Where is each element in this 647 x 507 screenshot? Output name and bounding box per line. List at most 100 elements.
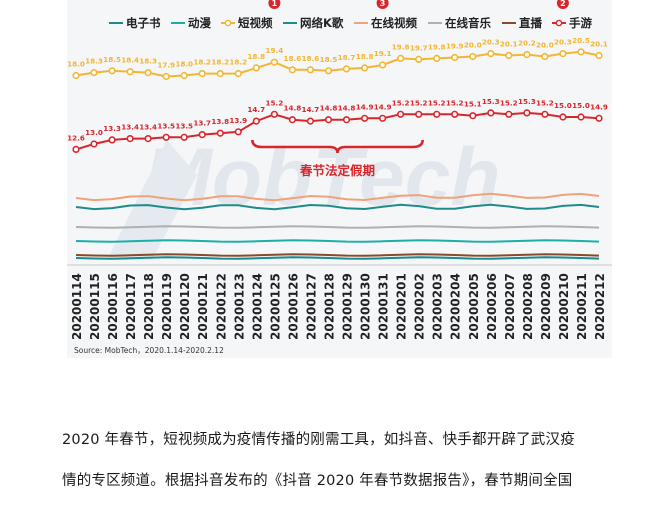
x-tick-label: 20200121	[196, 273, 210, 340]
data-label: 13.9	[229, 116, 247, 125]
legend-label: 短视频	[238, 16, 273, 30]
data-point	[523, 50, 531, 59]
chart-panel: MobTech 18.0 18.3 18.5 18.4 18.3 17.9 18.0 18.2 1…	[67, 0, 612, 358]
data-label: 18.2	[211, 58, 229, 67]
x-tick-label: 20200206	[485, 273, 499, 340]
marker-badge	[376, 0, 389, 9]
data-point	[144, 135, 152, 143]
data-point	[433, 54, 441, 63]
data-label: 18.2	[193, 58, 211, 67]
data-label: 18.0	[67, 60, 85, 69]
data-point	[126, 68, 134, 76]
data-label: 15.3	[482, 97, 500, 106]
data-point	[541, 52, 549, 61]
legend-item: 网络K歌	[283, 16, 344, 30]
data-point	[324, 116, 333, 124]
marker-badge	[268, 0, 281, 9]
legend-marker	[555, 19, 563, 27]
x-tick-label: 20200203	[431, 273, 445, 340]
data-point	[433, 110, 441, 118]
legend-label: 在线视频	[371, 16, 417, 30]
data-point	[451, 110, 459, 118]
series-line-1	[75, 203, 600, 211]
data-label: 20.3	[482, 38, 500, 47]
legend-label: 电子书	[126, 16, 161, 30]
legend-label: 网络K歌	[300, 16, 344, 30]
data-label: 18.3	[139, 57, 157, 66]
data-point	[361, 114, 369, 122]
data-label: 14.8	[338, 104, 356, 113]
data-point	[415, 110, 423, 118]
data-label: 13.0	[85, 128, 103, 137]
data-label: 18.4	[121, 56, 139, 65]
data-label: 13.8	[211, 117, 229, 126]
data-point	[342, 65, 351, 73]
x-tick-label: 20200117	[124, 273, 138, 340]
holiday-brace	[251, 139, 424, 154]
data-label: 18.7	[338, 53, 356, 62]
data-point	[469, 52, 477, 61]
x-tick-label: 20200129	[341, 273, 355, 340]
data-point	[234, 128, 242, 136]
data-label: 15.2	[392, 98, 410, 107]
data-label: 14.9	[374, 102, 392, 111]
legend-label: 手游	[569, 16, 592, 30]
data-label: 15.2	[428, 98, 446, 107]
x-tick-label: 20200120	[178, 273, 192, 340]
legend-item: 手游	[552, 16, 592, 30]
data-point	[342, 116, 351, 124]
data-label: 19.7	[410, 43, 428, 52]
legend-item: 直播	[502, 16, 542, 30]
data-label: 20.0	[464, 41, 482, 50]
data-label: 14.9	[590, 102, 608, 111]
data-point	[162, 72, 170, 81]
legend-label: 直播	[519, 16, 542, 30]
data-label: 19.8	[428, 42, 446, 51]
data-point	[306, 117, 314, 125]
data-point	[252, 117, 260, 125]
data-label: 13.5	[157, 121, 175, 130]
data-label: 13.7	[193, 119, 211, 128]
data-label: 20.1	[500, 40, 518, 49]
legend-item: 电子书	[109, 16, 161, 30]
series-line-5	[75, 256, 600, 260]
data-label: 18.5	[320, 55, 338, 64]
marker-number: 1	[272, 0, 278, 8]
x-tick-label: 20200210	[557, 273, 571, 340]
data-point	[487, 109, 495, 117]
data-point	[234, 69, 242, 78]
legend: 电子书 动漫 短视频 网络K歌 在线视频 在线音乐 直播 手游	[109, 16, 592, 30]
data-point	[180, 71, 188, 80]
x-tick-label: 20200209	[539, 273, 553, 340]
data-point	[198, 131, 206, 139]
data-label: 19.1	[374, 49, 392, 58]
watermark-logo-shape	[107, 140, 197, 260]
data-label: 20.5	[572, 36, 590, 45]
series-line-3	[75, 239, 600, 243]
legend-label: 在线音乐	[445, 16, 491, 30]
holiday-annotation: 春节法定假期	[299, 163, 375, 178]
data-label: 18.6	[284, 54, 302, 63]
data-label: 13.3	[103, 124, 121, 133]
x-tick-label: 20200114	[70, 273, 84, 340]
data-point	[180, 133, 188, 141]
data-label: 17.9	[157, 61, 175, 70]
data-label: 20.0	[536, 41, 554, 50]
data-point	[487, 49, 495, 58]
data-label: 14.7	[247, 105, 265, 114]
series-line-2	[75, 225, 600, 229]
data-point	[288, 116, 296, 124]
data-point	[216, 69, 224, 78]
data-label: 18.6	[302, 54, 320, 63]
data-label: 19.9	[446, 42, 464, 51]
data-label: 18.0	[175, 60, 193, 69]
data-label: 20.2	[518, 39, 536, 48]
data-label: 19.8	[392, 42, 410, 51]
data-label: 20.3	[554, 38, 572, 47]
x-tick-label: 20200124	[250, 273, 264, 340]
data-point	[144, 68, 152, 77]
data-label: 14.7	[302, 105, 320, 114]
source-note: Source: MobTech，2020.1.14-2020.2.12	[74, 346, 224, 355]
data-label: 18.3	[85, 57, 103, 66]
